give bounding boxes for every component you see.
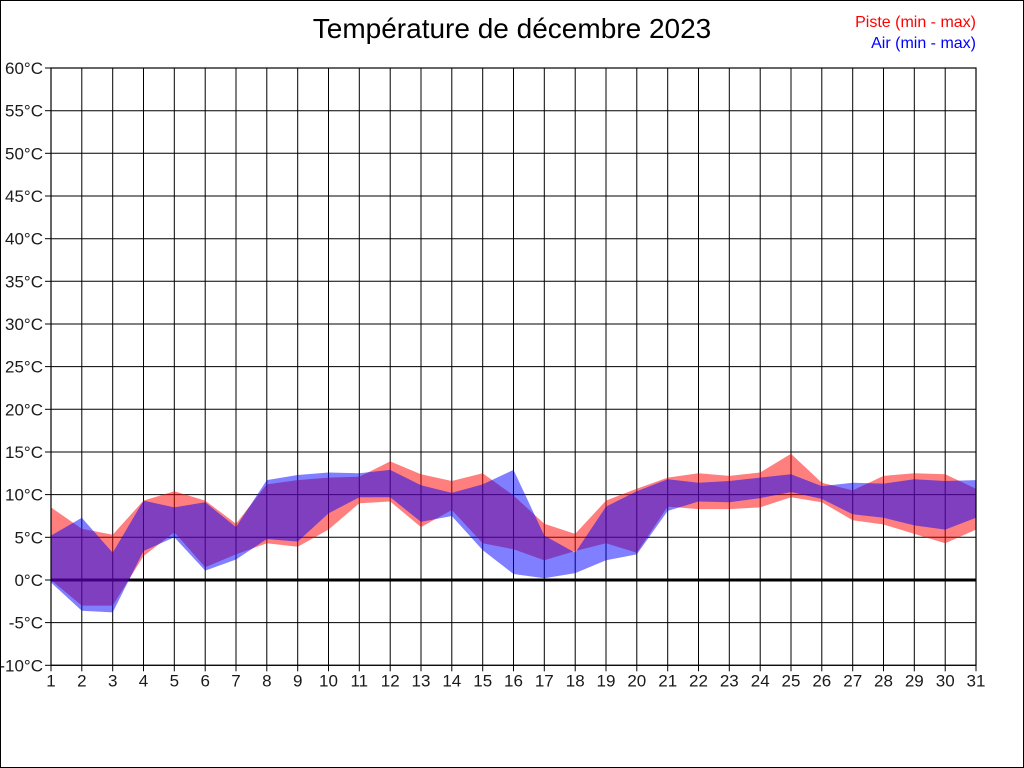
- svg-text:22: 22: [689, 671, 708, 690]
- svg-text:1: 1: [46, 671, 55, 690]
- legend-item-piste: Piste (min - max): [855, 14, 976, 31]
- chart-title: Température de décembre 2023: [312, 13, 712, 44]
- svg-text:30°C: 30°C: [5, 315, 43, 334]
- svg-text:29: 29: [905, 671, 924, 690]
- svg-text:10: 10: [319, 671, 338, 690]
- svg-text:12: 12: [381, 671, 400, 690]
- svg-text:9: 9: [293, 671, 302, 690]
- svg-text:17: 17: [535, 671, 554, 690]
- svg-text:3: 3: [108, 671, 117, 690]
- svg-text:25: 25: [782, 671, 801, 690]
- svg-text:20°C: 20°C: [5, 400, 43, 419]
- svg-text:31: 31: [967, 671, 986, 690]
- svg-text:23: 23: [720, 671, 739, 690]
- svg-text:-5°C: -5°C: [9, 614, 43, 633]
- svg-text:50°C: 50°C: [5, 144, 43, 163]
- svg-text:5: 5: [170, 671, 179, 690]
- svg-text:4: 4: [139, 671, 148, 690]
- svg-text:60°C: 60°C: [5, 59, 43, 78]
- svg-text:35°C: 35°C: [5, 272, 43, 291]
- svg-text:40°C: 40°C: [5, 230, 43, 249]
- svg-text:-10°C: -10°C: [0, 656, 43, 675]
- svg-text:2: 2: [77, 671, 86, 690]
- svg-text:25°C: 25°C: [5, 358, 43, 377]
- svg-text:26: 26: [812, 671, 831, 690]
- svg-text:13: 13: [412, 671, 431, 690]
- svg-text:20: 20: [627, 671, 646, 690]
- legend-item-air: Air (min - max): [871, 35, 976, 52]
- svg-text:15: 15: [473, 671, 492, 690]
- svg-text:45°C: 45°C: [5, 187, 43, 206]
- svg-text:30: 30: [936, 671, 955, 690]
- svg-text:15°C: 15°C: [5, 443, 43, 462]
- svg-text:6: 6: [200, 671, 209, 690]
- legend: Piste (min - max) Air (min - max): [855, 12, 976, 54]
- svg-text:10°C: 10°C: [5, 486, 43, 505]
- svg-text:7: 7: [231, 671, 240, 690]
- svg-text:5°C: 5°C: [14, 528, 43, 547]
- svg-text:21: 21: [658, 671, 677, 690]
- svg-text:14: 14: [442, 671, 461, 690]
- svg-text:18: 18: [566, 671, 585, 690]
- svg-text:8: 8: [262, 671, 271, 690]
- svg-text:24: 24: [751, 671, 770, 690]
- svg-text:16: 16: [504, 671, 523, 690]
- svg-text:11: 11: [350, 671, 368, 690]
- svg-text:19: 19: [597, 671, 616, 690]
- svg-text:0°C: 0°C: [14, 571, 43, 590]
- svg-text:55°C: 55°C: [5, 102, 43, 121]
- svg-text:27: 27: [843, 671, 862, 690]
- svg-text:28: 28: [874, 671, 893, 690]
